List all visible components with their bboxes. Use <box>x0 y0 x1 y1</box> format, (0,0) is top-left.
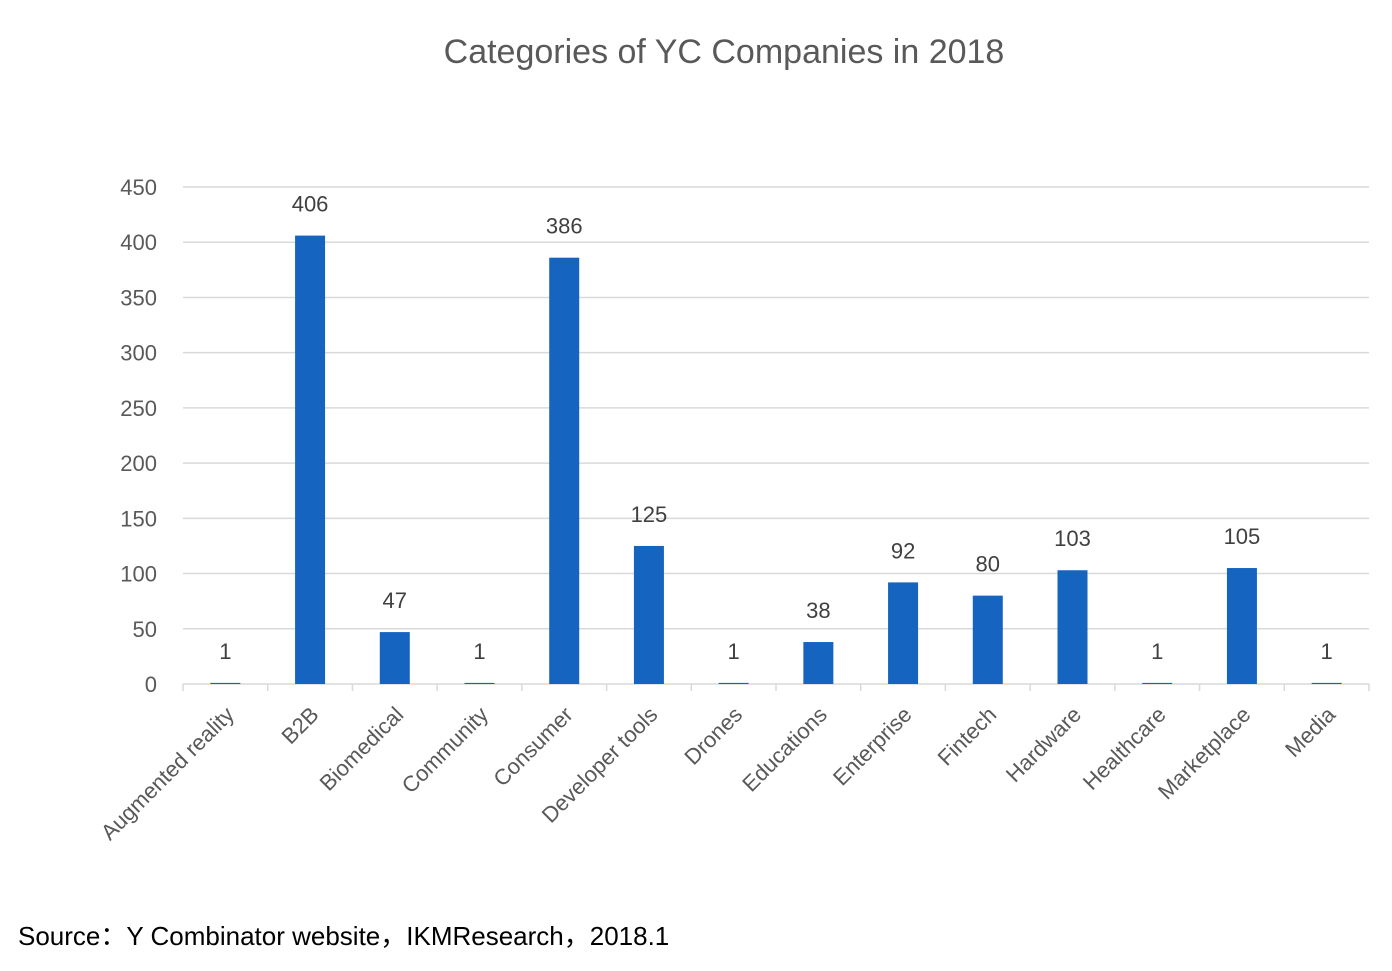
source-note: Source：Y Combinator website，IKMResearch，… <box>18 921 670 951</box>
gridlines <box>183 186 1369 630</box>
data-label-1: 406 <box>292 192 329 217</box>
data-label-2: 47 <box>383 588 407 613</box>
bars <box>210 235 1342 684</box>
data-labels: 1 406 47 1 386 125 1 38 92 80 103 1 105 1 <box>219 192 1333 664</box>
y-tick-label: 450 <box>120 175 157 200</box>
bar-12 <box>1226 568 1257 684</box>
category-label-4: Consumer <box>488 702 577 791</box>
data-label-12: 105 <box>1224 524 1261 549</box>
bar-1 <box>295 235 326 684</box>
y-tick-label: 100 <box>120 562 157 587</box>
category-label-2: Biomedical <box>315 702 409 796</box>
data-label-3: 1 <box>473 639 485 664</box>
bar-10 <box>1057 570 1088 684</box>
bar-6 <box>718 682 749 684</box>
category-label-9: Fintech <box>933 702 1002 771</box>
data-label-4: 386 <box>546 214 583 239</box>
bar-0 <box>210 682 241 684</box>
category-labels: Augmented reality B2BBiomedicalCommunityC… <box>96 701 1341 845</box>
category-label-11: Healthcare <box>1078 702 1171 795</box>
category-label-7: Educations <box>737 702 832 797</box>
bar-8 <box>888 582 919 684</box>
bar-11 <box>1142 682 1173 684</box>
y-tick-label: 50 <box>133 617 157 642</box>
bar-5 <box>633 545 664 684</box>
data-label-8: 92 <box>891 538 915 563</box>
y-tick-label: 150 <box>120 506 157 531</box>
bar-7 <box>803 642 834 684</box>
category-label-10: Hardware <box>1001 702 1086 787</box>
category-label-0: Augmented reality <box>96 702 239 845</box>
data-label-9: 80 <box>976 552 1000 577</box>
bar-9 <box>972 595 1003 684</box>
y-tick-label: 250 <box>120 396 157 421</box>
y-tick-label: 200 <box>120 451 157 476</box>
data-label-0: 1 <box>219 639 231 664</box>
x-axis <box>182 683 1370 691</box>
y-axis-ticks: 0 50 100 150 200 250 300 350 400 450 <box>120 175 157 697</box>
data-label-5: 125 <box>631 502 668 527</box>
data-label-11: 1 <box>1151 639 1163 664</box>
category-label-13: Media <box>1280 701 1341 762</box>
y-tick-label: 0 <box>145 672 157 697</box>
category-label-1: B2B <box>277 702 324 749</box>
category-label-3: Community <box>397 702 493 798</box>
bar-2 <box>379 632 410 684</box>
y-tick-label: 350 <box>120 285 157 310</box>
category-label-6: Drones <box>679 702 747 770</box>
bar-4 <box>549 257 580 684</box>
chart-title: Categories of YC Companies in 2018 <box>444 33 1005 71</box>
bar-13 <box>1311 682 1342 684</box>
bar-3 <box>464 682 495 684</box>
category-label-8: Enterprise <box>828 702 917 791</box>
y-tick-label: 300 <box>120 341 157 366</box>
y-tick-label: 400 <box>120 230 157 255</box>
data-label-6: 1 <box>728 639 740 664</box>
data-label-10: 103 <box>1054 526 1091 551</box>
data-label-13: 1 <box>1321 639 1333 664</box>
data-label-7: 38 <box>806 598 830 623</box>
